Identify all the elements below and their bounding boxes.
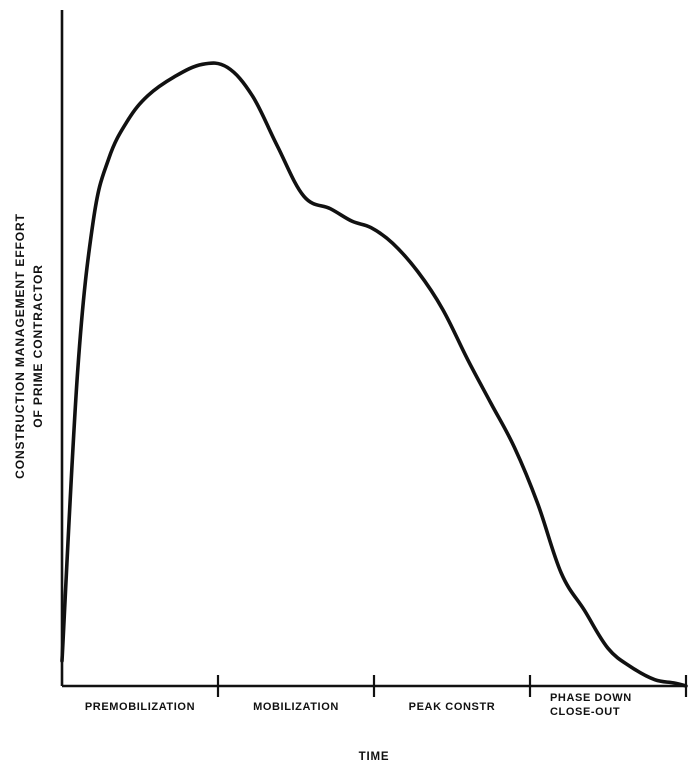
phase-label-2: MOBILIZATION xyxy=(253,701,339,713)
effort-curve-1 xyxy=(60,61,688,688)
axes xyxy=(60,10,686,688)
phase-label-3: PEAK CONSTR xyxy=(409,701,496,713)
y-axis-label-line-1: CONSTRUCTION MANAGEMENT EFFORT xyxy=(13,213,27,479)
phase-label-4: PHASE DOWN xyxy=(550,692,632,704)
x-axis-label: TIME xyxy=(359,751,390,763)
phase-label-1: PREMOBILIZATION xyxy=(85,701,195,713)
labels: PREMOBILIZATION MOBILIZATION PEAK CONSTR PH… xyxy=(13,213,632,763)
phase-label-4: CLOSE-OUT xyxy=(550,706,620,718)
y-axis-label: CONSTRUCTION MANAGEMENT EFFORT OF PRIME C… xyxy=(13,213,45,479)
x-ticks xyxy=(216,675,688,697)
series-layer xyxy=(60,61,688,688)
y-axis-label-line-2: OF PRIME CONTRACTOR xyxy=(31,264,45,428)
